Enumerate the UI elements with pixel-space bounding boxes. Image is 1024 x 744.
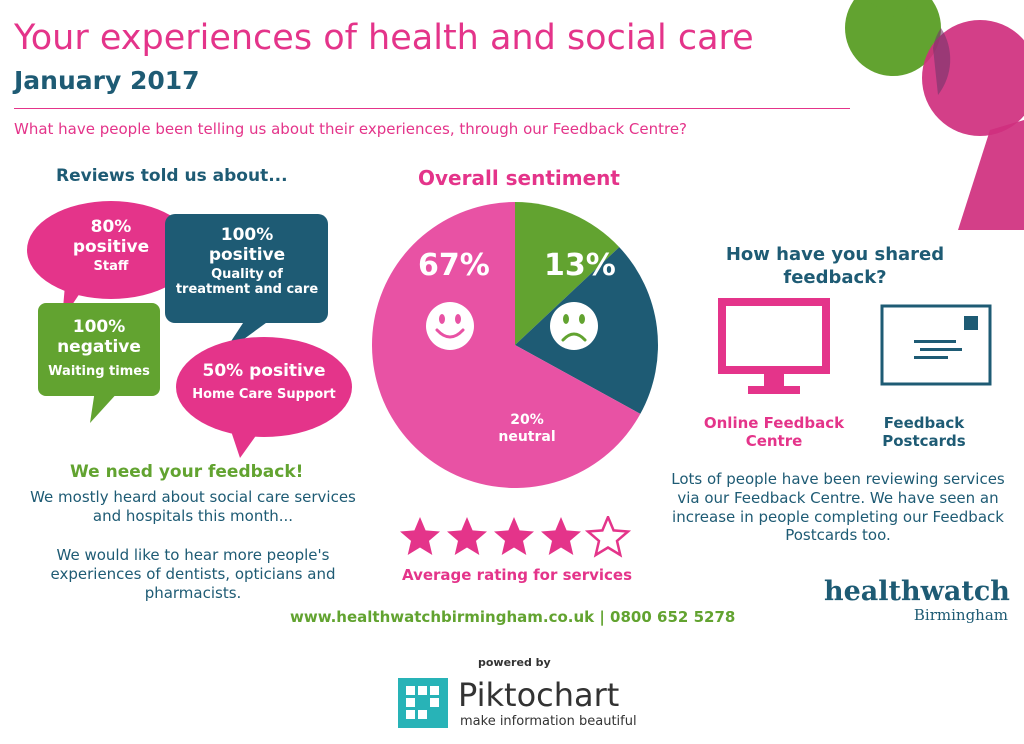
star-filled-icon — [400, 517, 440, 555]
star-filled-icon — [447, 517, 487, 555]
star-empty-icon — [584, 516, 632, 558]
bubble-home-care-topic: Home Care Support — [192, 386, 336, 402]
quote-marks-decoration — [845, 0, 1024, 230]
bubble-home-care-tail — [230, 428, 260, 458]
channel-online-label: Online Feedback Centre — [703, 414, 845, 450]
rating-stars — [400, 516, 632, 558]
feedback-call-paragraph-2: We would like to hear more people's expe… — [50, 546, 336, 602]
sad-face-icon — [550, 302, 598, 350]
pie-label-positive: 67% — [418, 248, 490, 283]
bubble-waiting-topic: Waiting times — [48, 364, 150, 380]
pie-label-negative: 13% — [544, 248, 616, 283]
page-title: Your experiences of health and social ca… — [14, 18, 754, 58]
bubble-home-care-value: 50% positive — [202, 361, 326, 381]
page-question: What have people been telling us about t… — [14, 120, 688, 138]
postcard-icon — [880, 304, 992, 386]
footer-contact[interactable]: www.healthwatchbirmingham.co.uk | 0800 6… — [290, 608, 736, 626]
bubble-quality-topic: Quality of treatment and care — [175, 267, 319, 298]
bubble-waiting-value: 100% — [72, 317, 126, 337]
star-filled-icon — [494, 517, 534, 555]
feedback-call-heading: We need your feedback! — [70, 462, 304, 482]
bubble-waiting-qualifier: negative — [57, 336, 141, 357]
pie-label-neutral: 20% neutral — [498, 412, 556, 445]
star-filled-icon — [541, 517, 581, 555]
page-date: January 2017 — [14, 66, 200, 95]
bubble-quality-value: 100% — [220, 225, 274, 245]
smiley-face-icon — [426, 302, 474, 350]
bubble-quality-qualifier: positive — [208, 244, 286, 265]
piktochart-logo-icon — [398, 678, 448, 728]
powered-by-text: powered by — [478, 656, 551, 669]
bubble-home-care — [176, 337, 352, 437]
shared-paragraph: Lots of people have been reviewing servi… — [671, 470, 1005, 545]
bubble-quality — [165, 214, 328, 323]
header-divider — [14, 108, 850, 109]
pie-slice-positive — [372, 202, 641, 488]
sentiment-heading: Overall sentiment — [418, 166, 620, 190]
bubble-quality-text: 100% positive Quality of treatment and c… — [172, 225, 322, 298]
rating-label: Average rating for services — [402, 566, 633, 584]
feedback-call-paragraph-1: We mostly heard about social care servic… — [30, 488, 356, 525]
piktochart-wordmark: Piktochart — [458, 676, 620, 714]
review-bubbles — [27, 201, 352, 458]
monitor-icon — [718, 298, 830, 394]
shared-heading: How have you shared feedback? — [725, 244, 945, 288]
bubble-staff-qualifier: positive — [72, 236, 150, 257]
bubble-waiting-tail — [90, 390, 120, 423]
sentiment-pie-chart — [372, 202, 658, 488]
healthwatch-logo-sub: Birmingham — [913, 606, 1008, 624]
bubble-waiting-times — [38, 303, 160, 396]
bubble-staff-text: 80% positive Staff — [40, 217, 182, 275]
bubble-staff — [27, 201, 195, 299]
reviews-heading: Reviews told us about... — [56, 166, 288, 186]
channel-postcard-label: Feedback Postcards — [882, 414, 966, 450]
bubble-home-care-text: 50% positive Home Care Support — [180, 361, 348, 402]
pie-slice-negative — [515, 202, 620, 345]
bubble-staff-topic: Staff — [93, 259, 129, 275]
bubble-staff-value: 80% — [90, 217, 132, 237]
piktochart-tagline: make information beautiful — [460, 714, 637, 729]
healthwatch-logo: healthwatch — [824, 576, 1010, 607]
bubble-waiting-text: 100% negative Waiting times — [40, 317, 158, 380]
